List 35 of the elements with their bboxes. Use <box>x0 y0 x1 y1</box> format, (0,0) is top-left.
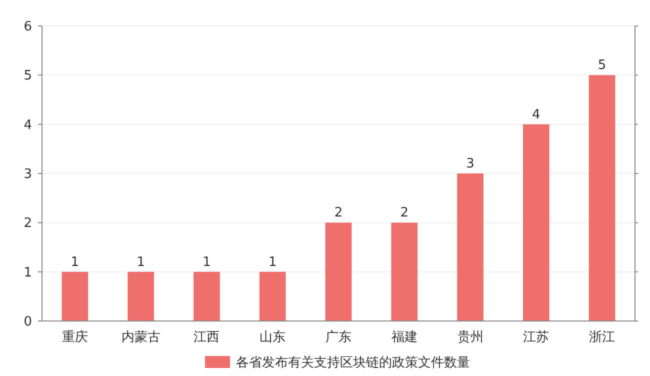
x-tick-label: 重庆 <box>62 330 88 345</box>
bar <box>457 174 484 321</box>
bar <box>391 222 418 321</box>
bar <box>325 222 352 321</box>
data-label: 1 <box>70 254 80 270</box>
y-tick-label: 4 <box>24 118 32 133</box>
legend-label: 各省发布有关支持区块链的政策文件数量 <box>236 356 470 371</box>
y-tick-label: 6 <box>24 20 32 35</box>
y-tick-label: 3 <box>24 167 32 182</box>
x-tick-label: 江西 <box>194 330 220 345</box>
bar <box>194 272 220 321</box>
y-tick-label: 1 <box>24 265 32 280</box>
y-tick-label: 2 <box>24 216 32 232</box>
x-tick-label: 广东 <box>326 330 352 345</box>
x-tick-label: 贵州 <box>457 330 484 345</box>
bar <box>522 124 550 321</box>
x-tick-label: 内蒙古 <box>121 330 160 345</box>
x-tick-label: 福建 <box>391 330 418 345</box>
y-tick-label: 0 <box>24 314 32 330</box>
x-tick-label: 山东 <box>260 330 286 345</box>
bar <box>128 272 154 321</box>
data-label: 2 <box>334 206 343 221</box>
bar <box>62 272 88 321</box>
bar <box>588 75 616 321</box>
data-label: 5 <box>598 58 606 74</box>
data-label: 4 <box>532 107 540 122</box>
data-label: 1 <box>136 254 145 270</box>
x-tick-label: 浙江 <box>589 330 616 345</box>
data-label: 2 <box>400 206 409 221</box>
x-tick-label: 江苏 <box>523 330 550 345</box>
data-label: 3 <box>466 156 474 172</box>
data-label: 1 <box>202 254 211 270</box>
data-label: 1 <box>268 254 277 270</box>
bar <box>259 272 286 321</box>
y-tick-label: 5 <box>24 68 32 84</box>
